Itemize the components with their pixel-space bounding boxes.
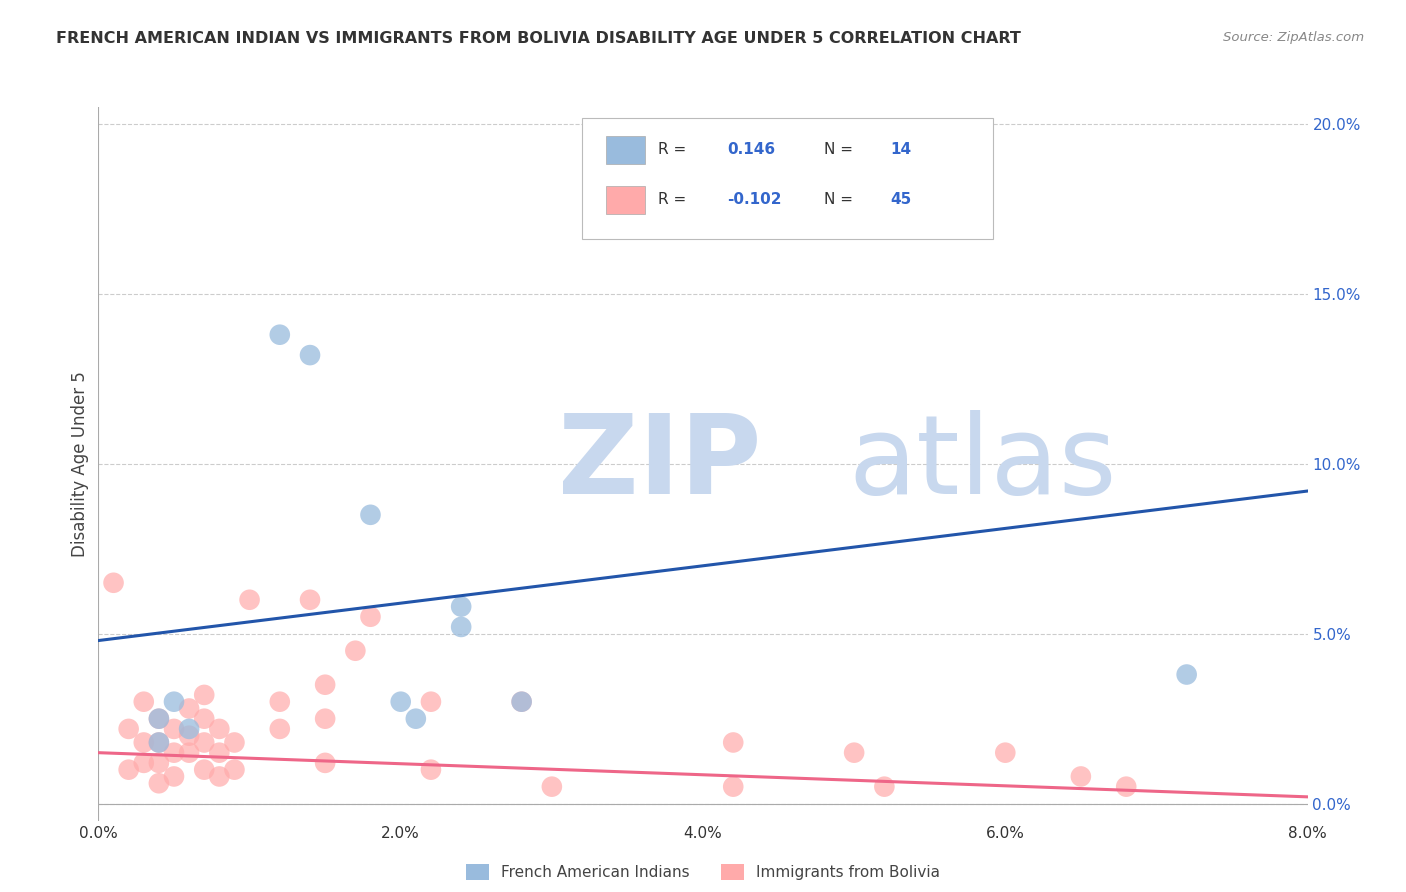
Point (148, 712, 170, 726)
Point (450, 620, 472, 634)
FancyBboxPatch shape (606, 136, 645, 164)
Text: FRENCH AMERICAN INDIAN VS IMMIGRANTS FROM BOLIVIA DISABILITY AGE UNDER 5 CORRELA: FRENCH AMERICAN INDIAN VS IMMIGRANTS FRO… (56, 31, 1021, 46)
Point (873, 780, 896, 794)
Point (148, 735, 170, 749)
Point (193, 735, 215, 749)
Point (314, 756, 336, 770)
Point (1070, 769, 1092, 783)
Point (405, 712, 427, 726)
Point (269, 722, 291, 736)
Point (163, 722, 186, 736)
Point (510, 695, 533, 709)
Point (179, 722, 201, 736)
Text: 14: 14 (890, 143, 911, 157)
Text: Source: ZipAtlas.com: Source: ZipAtlas.com (1223, 31, 1364, 45)
FancyBboxPatch shape (606, 186, 645, 214)
Text: 45: 45 (890, 193, 911, 207)
Point (450, 599, 472, 614)
Y-axis label: Disability Age Under 5: Disability Age Under 5 (70, 371, 89, 557)
Point (389, 695, 412, 709)
Point (118, 722, 141, 736)
Point (344, 644, 367, 658)
Point (224, 763, 246, 777)
Point (163, 746, 186, 760)
Point (179, 701, 201, 715)
Point (541, 780, 564, 794)
Point (193, 688, 215, 702)
Point (132, 695, 155, 709)
Point (314, 678, 336, 692)
Point (723, 780, 745, 794)
Point (360, 508, 382, 522)
Point (103, 575, 125, 590)
Point (163, 769, 186, 783)
Point (723, 735, 745, 749)
Text: N =: N = (824, 143, 858, 157)
Point (193, 712, 215, 726)
Point (208, 722, 231, 736)
Point (510, 695, 533, 709)
Point (132, 735, 155, 749)
Point (314, 712, 336, 726)
Point (994, 746, 1017, 760)
Point (420, 763, 443, 777)
Text: 0.146: 0.146 (727, 143, 775, 157)
Point (148, 756, 170, 770)
Point (148, 776, 170, 790)
Text: N =: N = (824, 193, 858, 207)
Text: R =: R = (658, 193, 692, 207)
Text: R =: R = (658, 143, 692, 157)
Point (269, 695, 291, 709)
Point (208, 746, 231, 760)
Text: -0.102: -0.102 (727, 193, 782, 207)
Point (269, 327, 291, 342)
Point (118, 763, 141, 777)
Point (299, 592, 322, 607)
FancyBboxPatch shape (582, 118, 993, 239)
Text: atlas: atlas (848, 410, 1116, 517)
Point (193, 763, 215, 777)
Point (420, 695, 443, 709)
Point (737, 192, 759, 206)
Point (179, 729, 201, 743)
Point (844, 746, 866, 760)
Point (1175, 667, 1198, 681)
Point (179, 746, 201, 760)
Point (148, 735, 170, 749)
Point (360, 609, 382, 624)
Point (148, 712, 170, 726)
Legend: French American Indians, Immigrants from Bolivia: French American Indians, Immigrants from… (467, 864, 939, 880)
Point (239, 592, 262, 607)
Point (299, 348, 322, 362)
Point (208, 769, 231, 783)
Point (224, 735, 246, 749)
Point (163, 695, 186, 709)
Text: ZIP: ZIP (558, 410, 761, 517)
Point (132, 756, 155, 770)
Point (1115, 780, 1137, 794)
